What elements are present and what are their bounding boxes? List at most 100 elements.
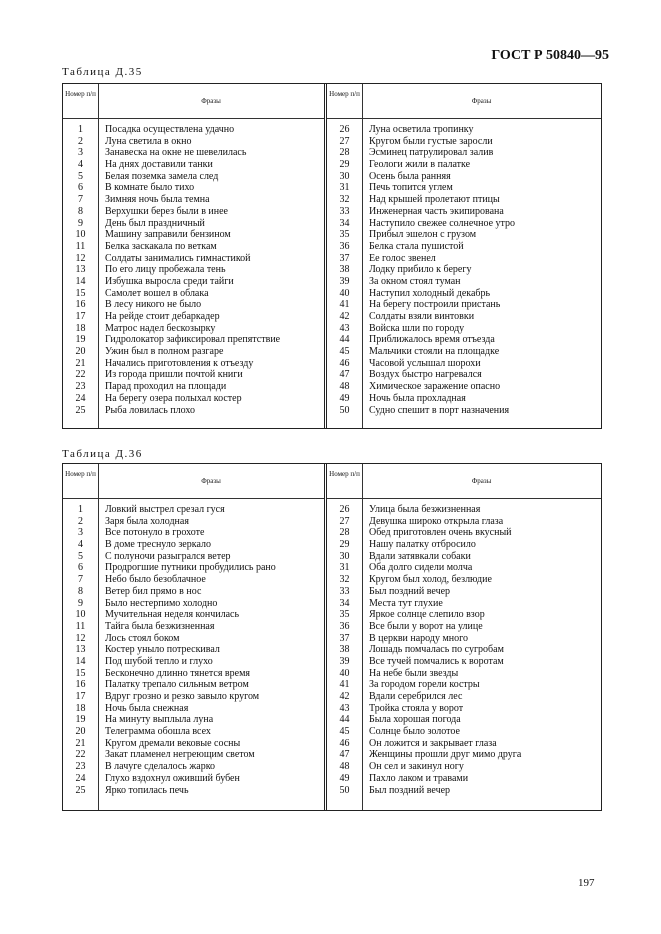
row-phrase: Улица была безжизненная xyxy=(369,504,481,515)
row-phrase: Луна светила в окно xyxy=(105,135,192,147)
row-number: 4 xyxy=(78,159,83,171)
row-number: 21 xyxy=(75,357,86,369)
row-phrase: Ловкий выстрел срезал гуся xyxy=(105,504,225,515)
row-phrase: Был поздний вечер xyxy=(369,585,451,597)
header-phrases: Фразы xyxy=(471,97,492,105)
table-row: 4 В доме треснуло зеркало xyxy=(63,539,324,551)
row-phrase: Палатку трепало сильным ветром xyxy=(105,679,249,691)
table-row: 43 Войска шли по городу xyxy=(327,323,601,335)
table-row: 10 Машину заправили бензином xyxy=(63,229,324,241)
table-row: 39 За окном стоял туман xyxy=(327,276,601,288)
column-divider xyxy=(362,84,363,428)
row-phrase: Судно спешит в порт назначения xyxy=(369,404,510,416)
table-row: 20 Ужин был в полном разгаре xyxy=(63,346,324,358)
row-number: 8 xyxy=(78,205,83,217)
table-row: 20 Телеграмма обошла всех xyxy=(63,726,324,738)
row-number: 1 xyxy=(78,504,83,515)
table-row: 15 Бесконечно длинно тянется время xyxy=(63,668,324,680)
header-phrases: Фразы xyxy=(471,477,492,485)
row-number: 11 xyxy=(75,620,86,632)
table-row: 26 Улица была безжизненная xyxy=(327,504,601,516)
table-row: 36 Белка стала пушистой xyxy=(327,241,601,253)
row-number: 7 xyxy=(78,574,83,586)
table-row: 17 На рейде стоит дебаркадер xyxy=(63,311,324,323)
table-row: 35 Яркое солнце слепило взор xyxy=(327,609,601,621)
row-number: 31 xyxy=(339,182,350,194)
row-phrase: Глухо вздохнул оживший бубен xyxy=(105,772,240,784)
row-phrase: Зимняя ночь была темна xyxy=(105,194,210,206)
row-phrase: Оба долго сидели молча xyxy=(369,562,473,574)
table-row: 6 Продрогшие путники пробудились рано xyxy=(63,562,324,574)
row-phrase: На берегу построили пристань xyxy=(369,299,501,311)
table-row: 23 Парад проходил на площади xyxy=(63,381,324,393)
table-row: 12 Лось стоял боком xyxy=(63,633,324,645)
row-phrase: Вдали серебрился лес xyxy=(369,691,463,702)
row-number: 26 xyxy=(339,124,350,135)
row-number: 43 xyxy=(339,702,350,714)
row-number: 19 xyxy=(75,334,86,346)
table-row: 40 Наступил холодный декабрь xyxy=(327,288,601,300)
row-number: 36 xyxy=(339,620,350,632)
table-row: 6 В комнате было тихо xyxy=(63,182,324,194)
column-divider xyxy=(98,464,99,810)
row-number: 25 xyxy=(75,404,86,416)
table-row: 28 Эсминец патрулировал залив xyxy=(327,147,601,159)
row-phrase: День был праздничный xyxy=(105,217,205,229)
table-row: 42 Солдаты взяли винтовки xyxy=(327,311,601,323)
row-phrase: Гидролокатор зафиксировал препятствие xyxy=(105,334,281,346)
row-phrase: Белая поземка замела след xyxy=(105,170,219,182)
row-number: 24 xyxy=(75,392,86,404)
table-header: Номер п/п Фразы xyxy=(327,84,601,119)
row-phrase: Все были у ворот на улице xyxy=(369,620,483,632)
row-phrase: В комнате было тихо xyxy=(105,182,195,194)
row-number: 24 xyxy=(75,772,86,784)
row-number: 25 xyxy=(75,784,86,796)
table-row: 18 Ночь была снежная xyxy=(63,703,324,715)
row-number: 23 xyxy=(75,381,86,393)
table-row: 47 Женщины прошли друг мимо друга xyxy=(327,749,601,761)
row-phrase: Все тучей помчались к воротам xyxy=(369,655,504,667)
document-header: ГОСТ Р 50840—95 xyxy=(491,48,609,63)
table-row: 24 Глухо вздохнул оживший бубен xyxy=(63,773,324,785)
row-number: 9 xyxy=(78,217,83,229)
row-phrase: Он сел и закинул ногу xyxy=(369,761,464,773)
header-phrases: Фразы xyxy=(201,97,221,105)
row-number: 46 xyxy=(339,737,350,749)
row-phrase: Продрогшие путники пробудились рано xyxy=(105,562,276,574)
row-number: 41 xyxy=(339,299,350,311)
row-number: 3 xyxy=(78,147,83,159)
table-row: 39 Все тучей помчались к воротам xyxy=(327,656,601,668)
row-phrase: Кругом были густые заросли xyxy=(369,135,493,147)
row-phrase: В церкви народу много xyxy=(369,632,469,644)
row-number: 34 xyxy=(339,597,350,609)
row-phrase: Над крышей пролетают птицы xyxy=(369,194,500,206)
phrase-table-d35: Номер п/п Фразы 1 Посадка осуществлена удач… xyxy=(62,83,602,429)
table-row: 49 Пахло лаком и травами xyxy=(327,773,601,785)
table-row: 34 Наступило свежее солнечное утро xyxy=(327,218,601,230)
table-row: 27 Кругом были густые заросли xyxy=(327,136,601,148)
table-row: 12 Солдаты занимались гимнастикой xyxy=(63,253,324,265)
row-number: 39 xyxy=(339,655,350,667)
row-phrase: За окном стоял туман xyxy=(369,275,461,287)
row-phrase: На берегу озера полыхал костер xyxy=(105,392,242,404)
row-phrase: Все потонуло в грохоте xyxy=(105,527,205,539)
row-phrase: Занавеска на окне не шевелилась xyxy=(105,147,247,159)
row-number: 13 xyxy=(75,644,86,656)
row-number: 48 xyxy=(339,761,350,773)
table-row: 31 Оба долго сидели молча xyxy=(327,562,601,574)
row-number: 38 xyxy=(339,644,350,656)
row-phrase: В доме треснуло зеркало xyxy=(105,539,211,551)
column-divider xyxy=(362,464,363,810)
table-row: 50 Был поздний вечер xyxy=(327,785,601,797)
row-number: 38 xyxy=(339,264,350,276)
row-number: 34 xyxy=(339,217,350,229)
row-phrase: Солдаты взяли винтовки xyxy=(369,311,475,322)
row-phrase: Верхушки берез были в инее xyxy=(105,205,228,217)
row-phrase: Тайга была безжизненная xyxy=(105,620,215,632)
row-phrase: Мальчики стояли на площадке xyxy=(369,346,500,358)
page-number: 197 xyxy=(578,877,595,889)
table-header: Номер п/п Фразы xyxy=(327,464,601,499)
row-number: 17 xyxy=(75,311,86,322)
row-phrase: Избушка выросла среди тайги xyxy=(105,275,234,287)
row-number: 47 xyxy=(339,749,350,761)
